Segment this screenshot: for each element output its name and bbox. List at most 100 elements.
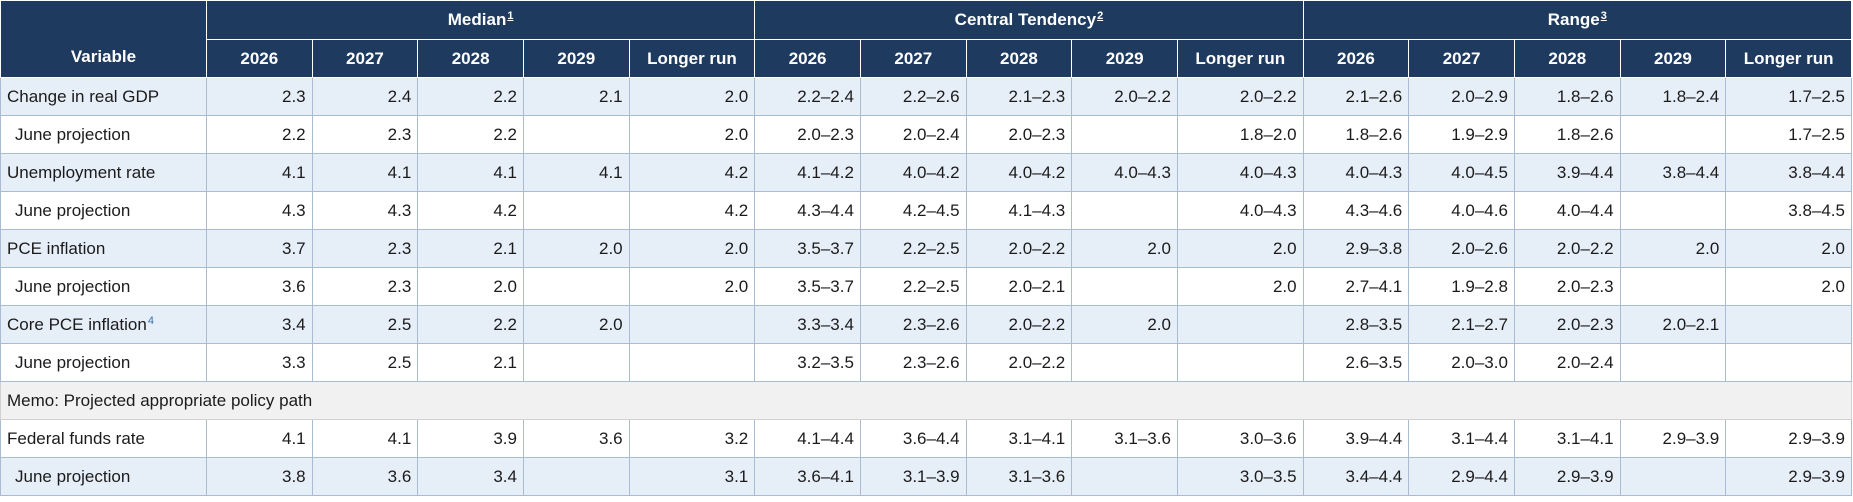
value-cell: 2.0 [1725,229,1852,268]
value-cell: 2.2 [417,305,524,344]
value-cell [522,343,630,382]
row-label-cell: June projection [0,191,207,230]
value-cell [628,305,756,344]
year-column-header: 2028 [417,39,524,78]
value-cell: 3.5–3.7 [754,267,861,306]
value-cell: 2.0–2.3 [1513,305,1621,344]
table-header: Variable Median1 Central Tendency2 Range… [0,0,1853,78]
value-cell: 2.9–4.4 [1408,457,1515,496]
footnote-link[interactable]: 1 [507,10,514,22]
value-cell: 3.6 [205,267,313,306]
row-label-cell: Unemployment rate [0,153,207,192]
value-cell: 3.7 [205,229,313,268]
value-cell [1176,343,1304,382]
value-cell [1176,305,1304,344]
value-cell: 4.0–4.3 [1071,153,1178,192]
value-cell: 1.8–2.6 [1302,115,1410,154]
row-label-cell: June projection [0,343,207,382]
value-cell: 1.8–2.6 [1513,115,1621,154]
value-cell: 4.0–4.3 [1176,191,1304,230]
value-cell: 3.8 [205,457,313,496]
value-cell: 1.9–2.8 [1408,267,1515,306]
table-row: Federal funds rate 4.1 4.1 3.9 3.6 3.2 4.1–4.4… [0,419,1852,458]
value-cell: 3.1 [628,457,756,496]
value-cell: 2.1 [417,343,524,382]
table-row: June projection 3.3 2.5 2.1 3.2–3.5 2.3–2.6 2.… [0,343,1852,382]
value-cell: 4.1–4.2 [754,153,861,192]
value-cell: 2.2 [417,77,524,116]
value-cell: 2.5 [311,343,419,382]
value-cell: 4.1 [417,153,524,192]
value-cell [628,343,756,382]
value-cell: 2.9–3.9 [1513,457,1621,496]
row-label: June projection [15,124,131,144]
value-cell [1619,191,1727,230]
value-cell: 2.1–2.3 [965,77,1073,116]
value-cell: 3.2 [628,419,756,458]
value-cell: 2.0–2.6 [1408,229,1515,268]
value-cell: 4.0–4.3 [1302,153,1410,192]
value-cell [522,115,630,154]
value-cell: 1.7–2.5 [1725,115,1852,154]
value-cell: 2.0–2.1 [1619,305,1727,344]
row-label-cell: Federal funds rate [0,419,207,458]
value-cell: 2.1–2.6 [1302,77,1410,116]
value-cell: 2.1–2.7 [1408,305,1515,344]
variable-column-header: Variable [0,0,207,78]
value-cell: 4.3–4.6 [1302,191,1410,230]
value-cell [1071,267,1178,306]
value-cell [1619,457,1727,496]
value-cell: 4.2 [417,191,524,230]
footnote-link[interactable]: 4 [147,314,154,327]
table-row: Change in real GDP 2.3 2.4 2.2 2.1 2.0 2.2–2.4… [0,77,1852,116]
table-row: June projection 2.2 2.3 2.2 2.0 2.0–2.3 2.0–2.… [0,115,1852,154]
value-cell: 2.0–2.2 [965,229,1073,268]
value-cell: 3.9–4.4 [1513,153,1621,192]
memo-label: Memo: Projected appropriate policy path [0,381,1852,420]
value-cell: 1.7–2.5 [1725,77,1852,116]
year-header-row: 2026 2027 2028 2029 Longer run 2026 2027 2028 20… [1,39,1852,78]
value-cell [1725,305,1852,344]
value-cell: 4.3 [311,191,419,230]
value-cell: 2.7–4.1 [1302,267,1410,306]
table-row: Core PCE inflation4 3.4 2.5 2.2 2.0 3.3–3.4 2.… [0,305,1852,344]
value-cell: 2.0–3.0 [1408,343,1515,382]
value-cell [1071,115,1178,154]
year-column-header: 2029 [1071,39,1178,78]
value-cell [522,191,630,230]
table-row: Unemployment rate 4.1 4.1 4.1 4.1 4.2 4.1–4.2 4… [0,153,1852,192]
value-cell [1619,115,1727,154]
year-column-header: 2026 [1302,39,1410,78]
value-cell: 3.3–3.4 [754,305,861,344]
group-header-central-tendency: Central Tendency2 [754,0,1304,40]
value-cell: 2.3–2.6 [859,343,967,382]
value-cell: 2.0 [522,305,630,344]
table-row: June projection 3.8 3.6 3.4 3.1 3.6–4.1 3.1–3.… [0,457,1852,496]
table-row: June projection 4.3 4.3 4.2 4.2 4.3–4.4 4.2–4.… [0,191,1852,230]
footnote-link[interactable]: 3 [1600,10,1607,22]
value-cell: 2.0 [628,267,756,306]
value-cell: 4.1 [205,153,313,192]
group-header-label: Range [1547,10,1600,29]
value-cell: 4.1–4.4 [754,419,861,458]
value-cell: 2.9–3.9 [1725,457,1852,496]
value-cell: 2.2–2.5 [859,229,967,268]
value-cell: 4.3 [205,191,313,230]
footnote-link[interactable]: 2 [1097,10,1104,22]
value-cell: 2.0–2.1 [965,267,1073,306]
value-cell: 2.0–2.2 [1176,77,1304,116]
year-column-header: 2029 [522,39,630,78]
value-cell [522,457,630,496]
value-cell: 2.2–2.4 [754,77,861,116]
value-cell: 3.1–4.1 [1513,419,1621,458]
value-cell [1725,343,1852,382]
value-cell: 2.3 [205,77,313,116]
value-cell: 3.2–3.5 [754,343,861,382]
row-label: June projection [15,466,131,486]
year-column-header: Longer run [1176,39,1304,78]
value-cell: 4.2–4.5 [859,191,967,230]
value-cell: 2.0–2.3 [965,115,1073,154]
value-cell: 2.0 [628,115,756,154]
value-cell: 3.0–3.5 [1176,457,1304,496]
memo-row: Memo: Projected appropriate policy path [0,381,1852,420]
